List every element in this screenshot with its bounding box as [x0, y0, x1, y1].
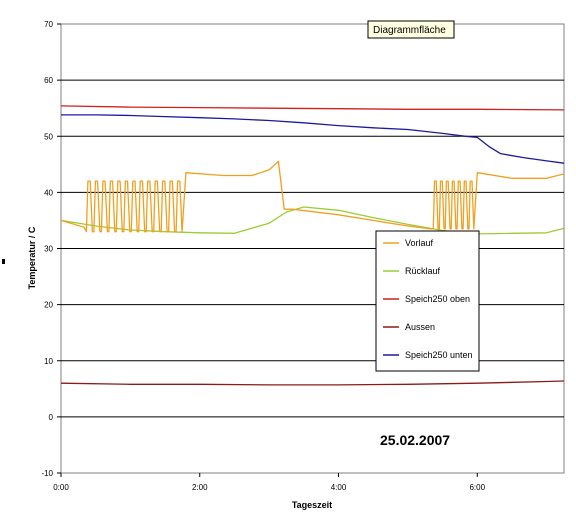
y-tick-label: -10 [41, 469, 53, 478]
legend-entry: Vorlauf [405, 238, 434, 248]
tooltip-label: Diagrammfläche [373, 25, 446, 36]
series-lines [60, 105, 565, 386]
x-axis-title: Tageszeit [292, 500, 332, 510]
side-marker [2, 259, 5, 264]
legend[interactable]: Vorlauf Rücklauf Speich250 oben Aussen Speic… [375, 230, 480, 372]
y-tick-label: 0 [49, 413, 54, 422]
legend-box [375, 230, 480, 372]
series-line-speich250-unten [61, 114, 565, 164]
y-tick-label: 10 [44, 357, 53, 366]
series-line-speich250-oben [60, 105, 565, 111]
series-line-vorlauf [60, 160, 565, 233]
tooltip-box [367, 20, 455, 39]
y-tick-label: 40 [44, 188, 53, 197]
y-tick-label: 70 [44, 20, 53, 29]
x-tick-label: 2:00 [192, 483, 208, 492]
y-axis-title: Temperatur / C [27, 226, 37, 289]
x-tick-label: 0:00 [53, 483, 69, 492]
date-annotation: 25.02.2007 [380, 432, 450, 448]
plot-area-tooltip: Diagrammfläche [367, 20, 455, 39]
legend-entry: Rücklauf [405, 266, 441, 276]
series-line-aussen [60, 380, 565, 386]
y-tick-labels: -10 0 10 20 30 40 50 60 70 [41, 20, 53, 478]
y-tick-label: 50 [44, 132, 53, 141]
x-tick-label: 4:00 [331, 483, 347, 492]
legend-entry: Aussen [405, 322, 435, 332]
x-tick-labels: 0:00 2:00 4:00 6:00 [53, 483, 485, 492]
legend-entry: Speich250 unten [405, 350, 473, 360]
y-tick-label: 60 [44, 76, 53, 85]
gridlines [57, 23, 564, 477]
y-tick-label: 20 [44, 301, 53, 310]
x-tick-label: 6:00 [469, 483, 485, 492]
y-tick-label: 30 [44, 245, 53, 254]
legend-entry: Speich250 oben [405, 294, 470, 304]
